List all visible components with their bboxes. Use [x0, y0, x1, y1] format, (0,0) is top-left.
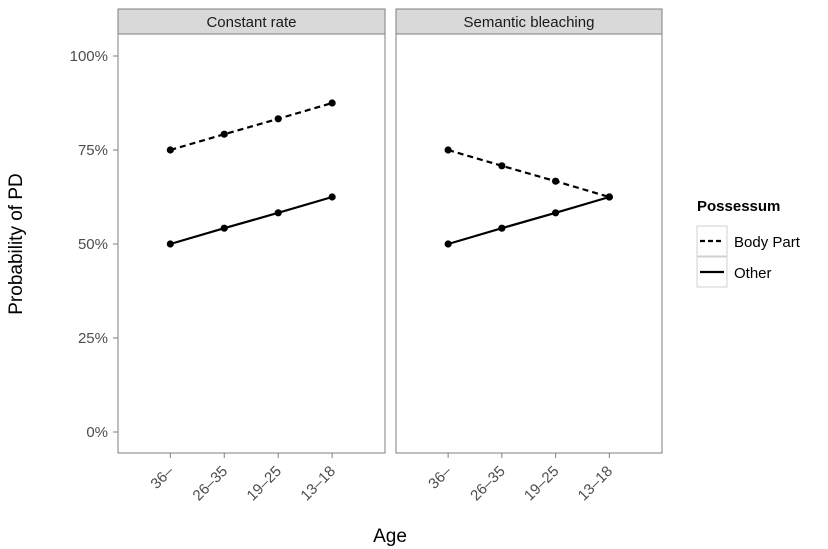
y-axis-title: Probability of PD [6, 173, 27, 315]
data-point [220, 224, 228, 232]
legend-label: Body Part [734, 234, 801, 251]
x-tick-label: 36– [147, 462, 177, 492]
data-point [552, 209, 560, 217]
data-point [328, 193, 336, 201]
x-tick-label: 19–25 [244, 463, 286, 505]
panel-1: Constant rate 36– 26–35 19–25 13–18 [117, 8, 386, 505]
x-tick-label: 26–35 [190, 463, 232, 505]
y-tick-label: 0% [86, 424, 108, 441]
x-tick-label: 36– [425, 462, 455, 492]
panel-plot-area [395, 33, 663, 454]
y-tick-label: 50% [78, 236, 108, 253]
data-point [552, 177, 560, 185]
series-line-other [447, 195, 610, 246]
x-tick-label: 13–18 [297, 463, 339, 505]
data-point [605, 193, 613, 201]
data-point [274, 209, 282, 217]
panel-plot-area [117, 33, 386, 454]
data-point [220, 130, 228, 138]
y-tick-label: 100% [70, 48, 108, 65]
series-line-other [170, 195, 333, 246]
data-point [444, 146, 452, 154]
legend: Possessum Body Part Other [696, 198, 801, 288]
x-tick-label: 19–25 [521, 463, 563, 505]
data-point [166, 240, 174, 248]
data-point [166, 146, 174, 154]
x-axis-title: Age [373, 526, 407, 547]
panel-title: Semantic bleaching [464, 14, 595, 31]
data-point [498, 224, 506, 232]
y-tick-label: 25% [78, 330, 108, 347]
data-point [444, 240, 452, 248]
x-tick-label: 13–18 [575, 463, 617, 505]
panel-title: Constant rate [206, 14, 296, 31]
panel-2: Semantic bleaching 36– 26–35 19–25 13–18 [395, 8, 663, 505]
x-tick-label: 26–35 [467, 463, 509, 505]
series-line-body-part [447, 148, 610, 199]
panel-strip [117, 8, 386, 35]
y-axis: 0% 25% 50% 75% 100% [70, 48, 118, 441]
data-point [498, 162, 506, 170]
series-line-body-part [170, 101, 333, 152]
panel-strip [395, 8, 663, 35]
data-point [328, 99, 336, 107]
legend-label: Other [734, 265, 772, 282]
legend-title: Possessum [697, 198, 780, 215]
data-point [274, 115, 282, 123]
y-tick-label: 75% [78, 142, 108, 159]
